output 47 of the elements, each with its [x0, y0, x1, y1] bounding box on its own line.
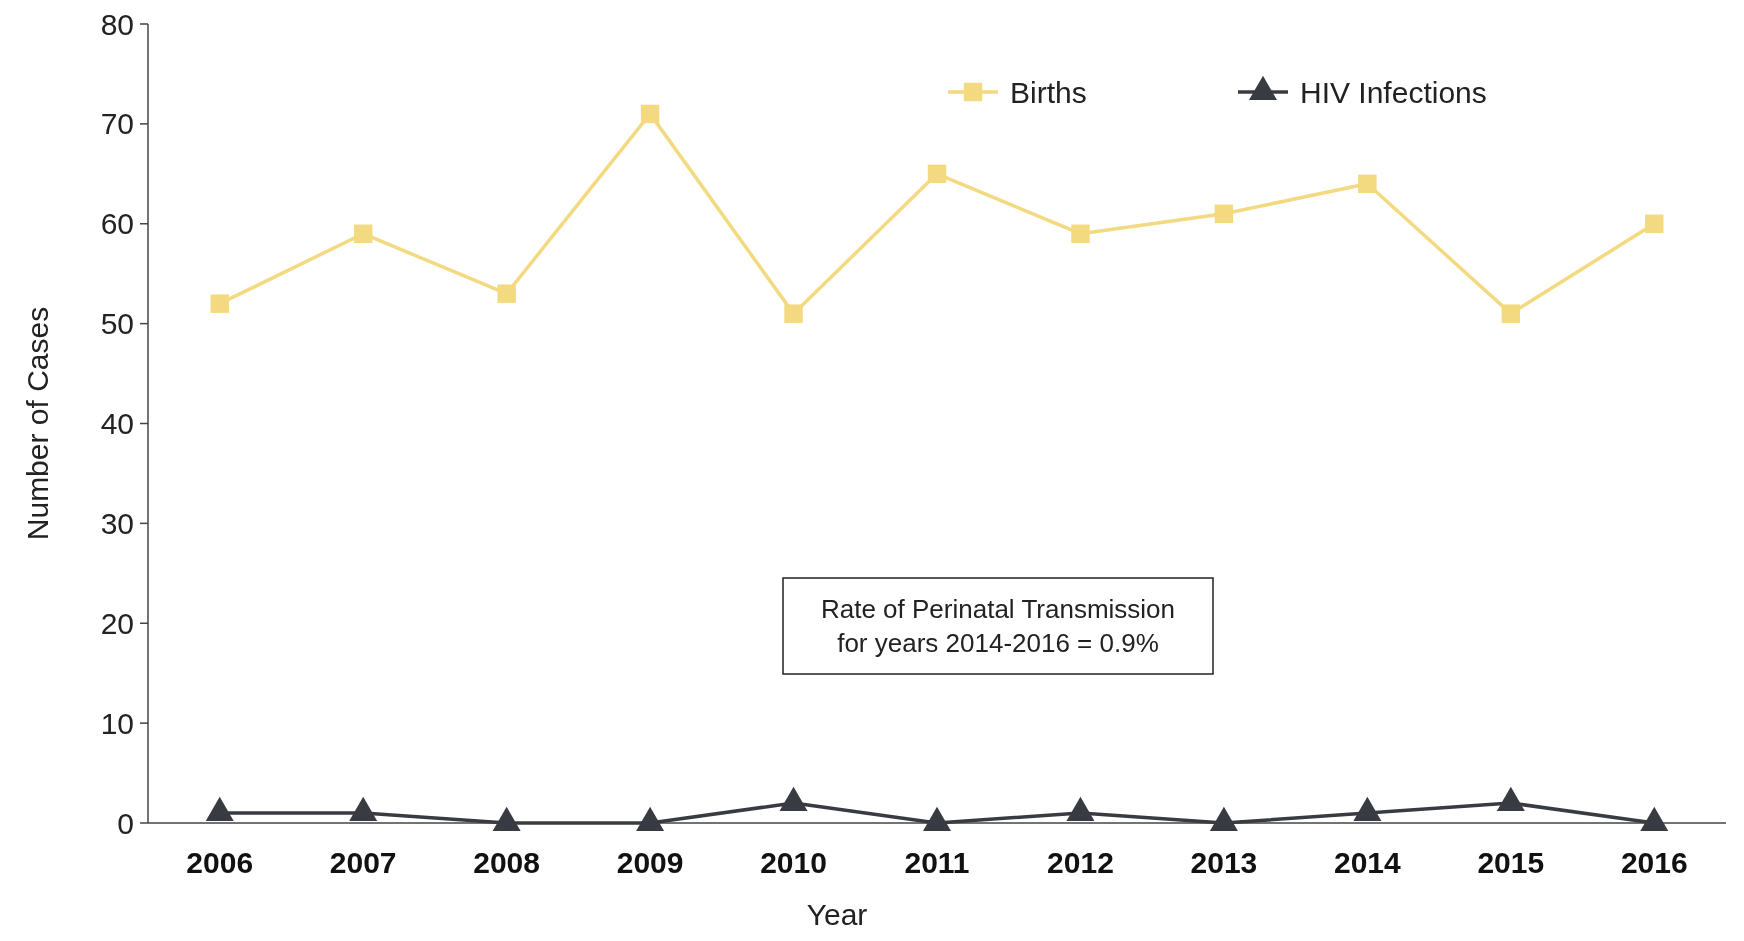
x-tick-label: 2015	[1477, 846, 1545, 879]
y-tick-label: 60	[100, 207, 134, 241]
point	[927, 164, 947, 184]
point	[1640, 806, 1669, 832]
point	[1353, 796, 1382, 822]
y-tick-label: 70	[100, 107, 134, 141]
point	[779, 786, 808, 812]
y-tick-label: 50	[100, 307, 134, 341]
x-tick-label: 2010	[760, 846, 827, 879]
point	[1214, 204, 1234, 223]
point	[636, 806, 665, 832]
point	[1071, 224, 1090, 243]
x-tick-label: 2011	[904, 846, 970, 879]
point	[1209, 806, 1238, 832]
point	[922, 806, 952, 832]
point	[640, 104, 660, 124]
y-axis-title: Number of Cases	[21, 306, 54, 541]
x-tick-label: 2016	[1620, 846, 1688, 879]
y-tick-label: 10	[100, 706, 134, 740]
x-axis-title: Year	[806, 898, 868, 931]
point	[1066, 796, 1095, 822]
point	[784, 304, 803, 323]
point	[497, 284, 516, 303]
x-tick-label: 2013	[1190, 846, 1258, 879]
point	[1496, 786, 1525, 812]
point	[1645, 214, 1664, 233]
x-tick-label: 2009	[616, 846, 684, 879]
point	[349, 796, 378, 822]
legend-label: HIV Infections	[1300, 75, 1487, 109]
x-tick-label: 2014	[1333, 846, 1402, 879]
legend-label: Births	[1010, 75, 1087, 109]
point	[353, 224, 373, 243]
x-tick-label: 2012	[1047, 846, 1114, 879]
y-tick-label: 30	[100, 506, 134, 540]
y-tick-label: 40	[100, 407, 134, 440]
y-tick-label: 20	[100, 606, 134, 640]
point	[1358, 174, 1377, 194]
point	[210, 294, 229, 313]
x-tick-label: 2007	[329, 846, 397, 879]
point	[492, 806, 521, 832]
point	[1501, 304, 1521, 323]
x-tick-label: 2008	[473, 846, 541, 879]
x-tick-label: 2006	[186, 846, 254, 879]
point	[205, 796, 234, 822]
annotation: Rate of Perinatal Transmission for years 2014-2016 = 0.9%	[820, 594, 1176, 659]
y-tick-label: 0	[117, 806, 134, 840]
y-tick-label: 80	[100, 7, 134, 41]
